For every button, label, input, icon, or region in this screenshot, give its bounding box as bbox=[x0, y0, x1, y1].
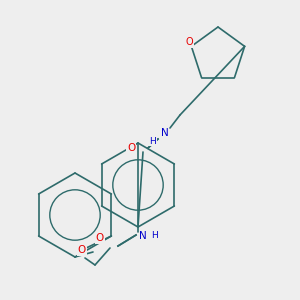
Text: O: O bbox=[127, 143, 135, 153]
Text: O: O bbox=[78, 245, 86, 255]
Text: H: H bbox=[152, 232, 158, 241]
Text: O: O bbox=[186, 37, 193, 47]
Text: N: N bbox=[139, 231, 147, 241]
Text: O: O bbox=[96, 233, 104, 243]
Text: H: H bbox=[150, 136, 156, 146]
Text: N: N bbox=[161, 128, 169, 138]
